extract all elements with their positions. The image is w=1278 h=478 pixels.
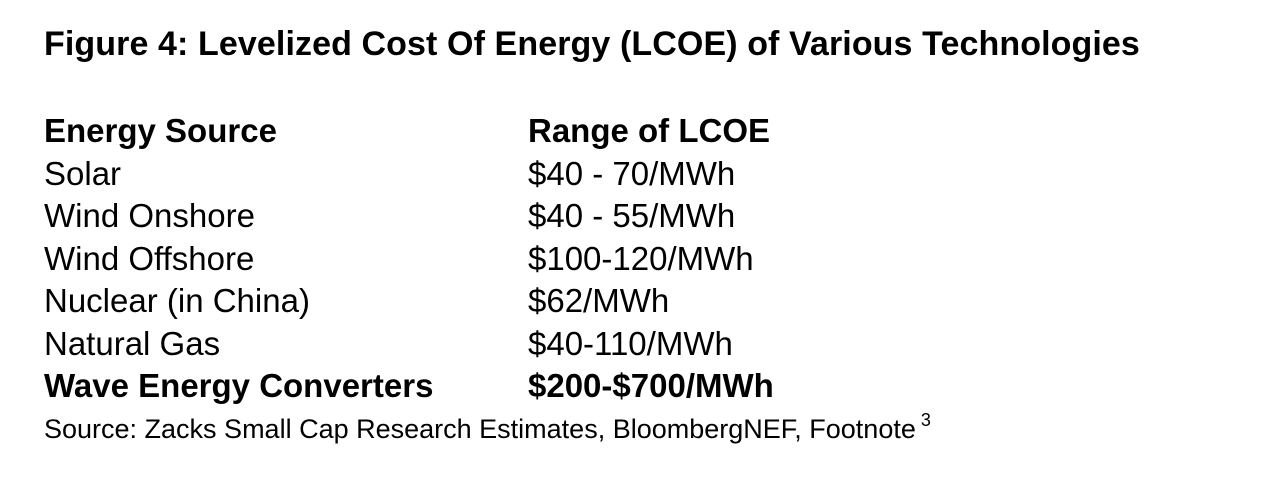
source-note: Source: Zacks Small Cap Research Estimat… bbox=[44, 410, 931, 445]
table-row: Nuclear (in China) $62/MWh bbox=[44, 280, 774, 323]
source-note-text: Source: Zacks Small Cap Research Estimat… bbox=[44, 414, 916, 444]
header-range-of-lcoe: Range of LCOE bbox=[528, 112, 771, 149]
energy-source-cell: Solar bbox=[44, 154, 122, 192]
lcoe-range-cell: $100-120/MWh bbox=[528, 239, 754, 277]
lcoe-range-cell: $62/MWh bbox=[528, 282, 670, 319]
figure-title: Figure 4: Levelized Cost Of Energy (LCOE… bbox=[44, 25, 1140, 63]
lcoe-range-cell: $40-110/MWh bbox=[528, 324, 733, 362]
footnote-marker: 3 bbox=[920, 410, 931, 430]
lcoe-table: Energy Source Range of LCOE Solar $40 - … bbox=[44, 110, 774, 408]
table-row: Solar $40 - 70/MWh bbox=[44, 153, 774, 196]
table-row: Wave Energy Converters $200-$700/MWh bbox=[44, 365, 774, 408]
energy-source-cell: Natural Gas bbox=[44, 324, 221, 362]
energy-source-cell: Wind Offshore bbox=[44, 239, 255, 277]
lcoe-range-cell: $40 - 70/MWh bbox=[528, 154, 736, 192]
table-header-row: Energy Source Range of LCOE bbox=[44, 110, 774, 153]
lcoe-range-cell: $200-$700/MWh bbox=[528, 367, 774, 404]
lcoe-range-cell: $40 - 55/MWh bbox=[528, 197, 736, 234]
energy-source-cell: Wind Onshore bbox=[44, 197, 255, 234]
table-row: Natural Gas $40-110/MWh bbox=[44, 323, 774, 366]
header-energy-source: Energy Source bbox=[44, 112, 277, 149]
table-row: Wind Onshore $40 - 55/MWh bbox=[44, 195, 774, 238]
table-row: Wind Offshore $100-120/MWh bbox=[44, 238, 774, 281]
energy-source-cell: Nuclear (in China) bbox=[44, 282, 310, 319]
energy-source-cell: Wave Energy Converters bbox=[44, 367, 434, 404]
